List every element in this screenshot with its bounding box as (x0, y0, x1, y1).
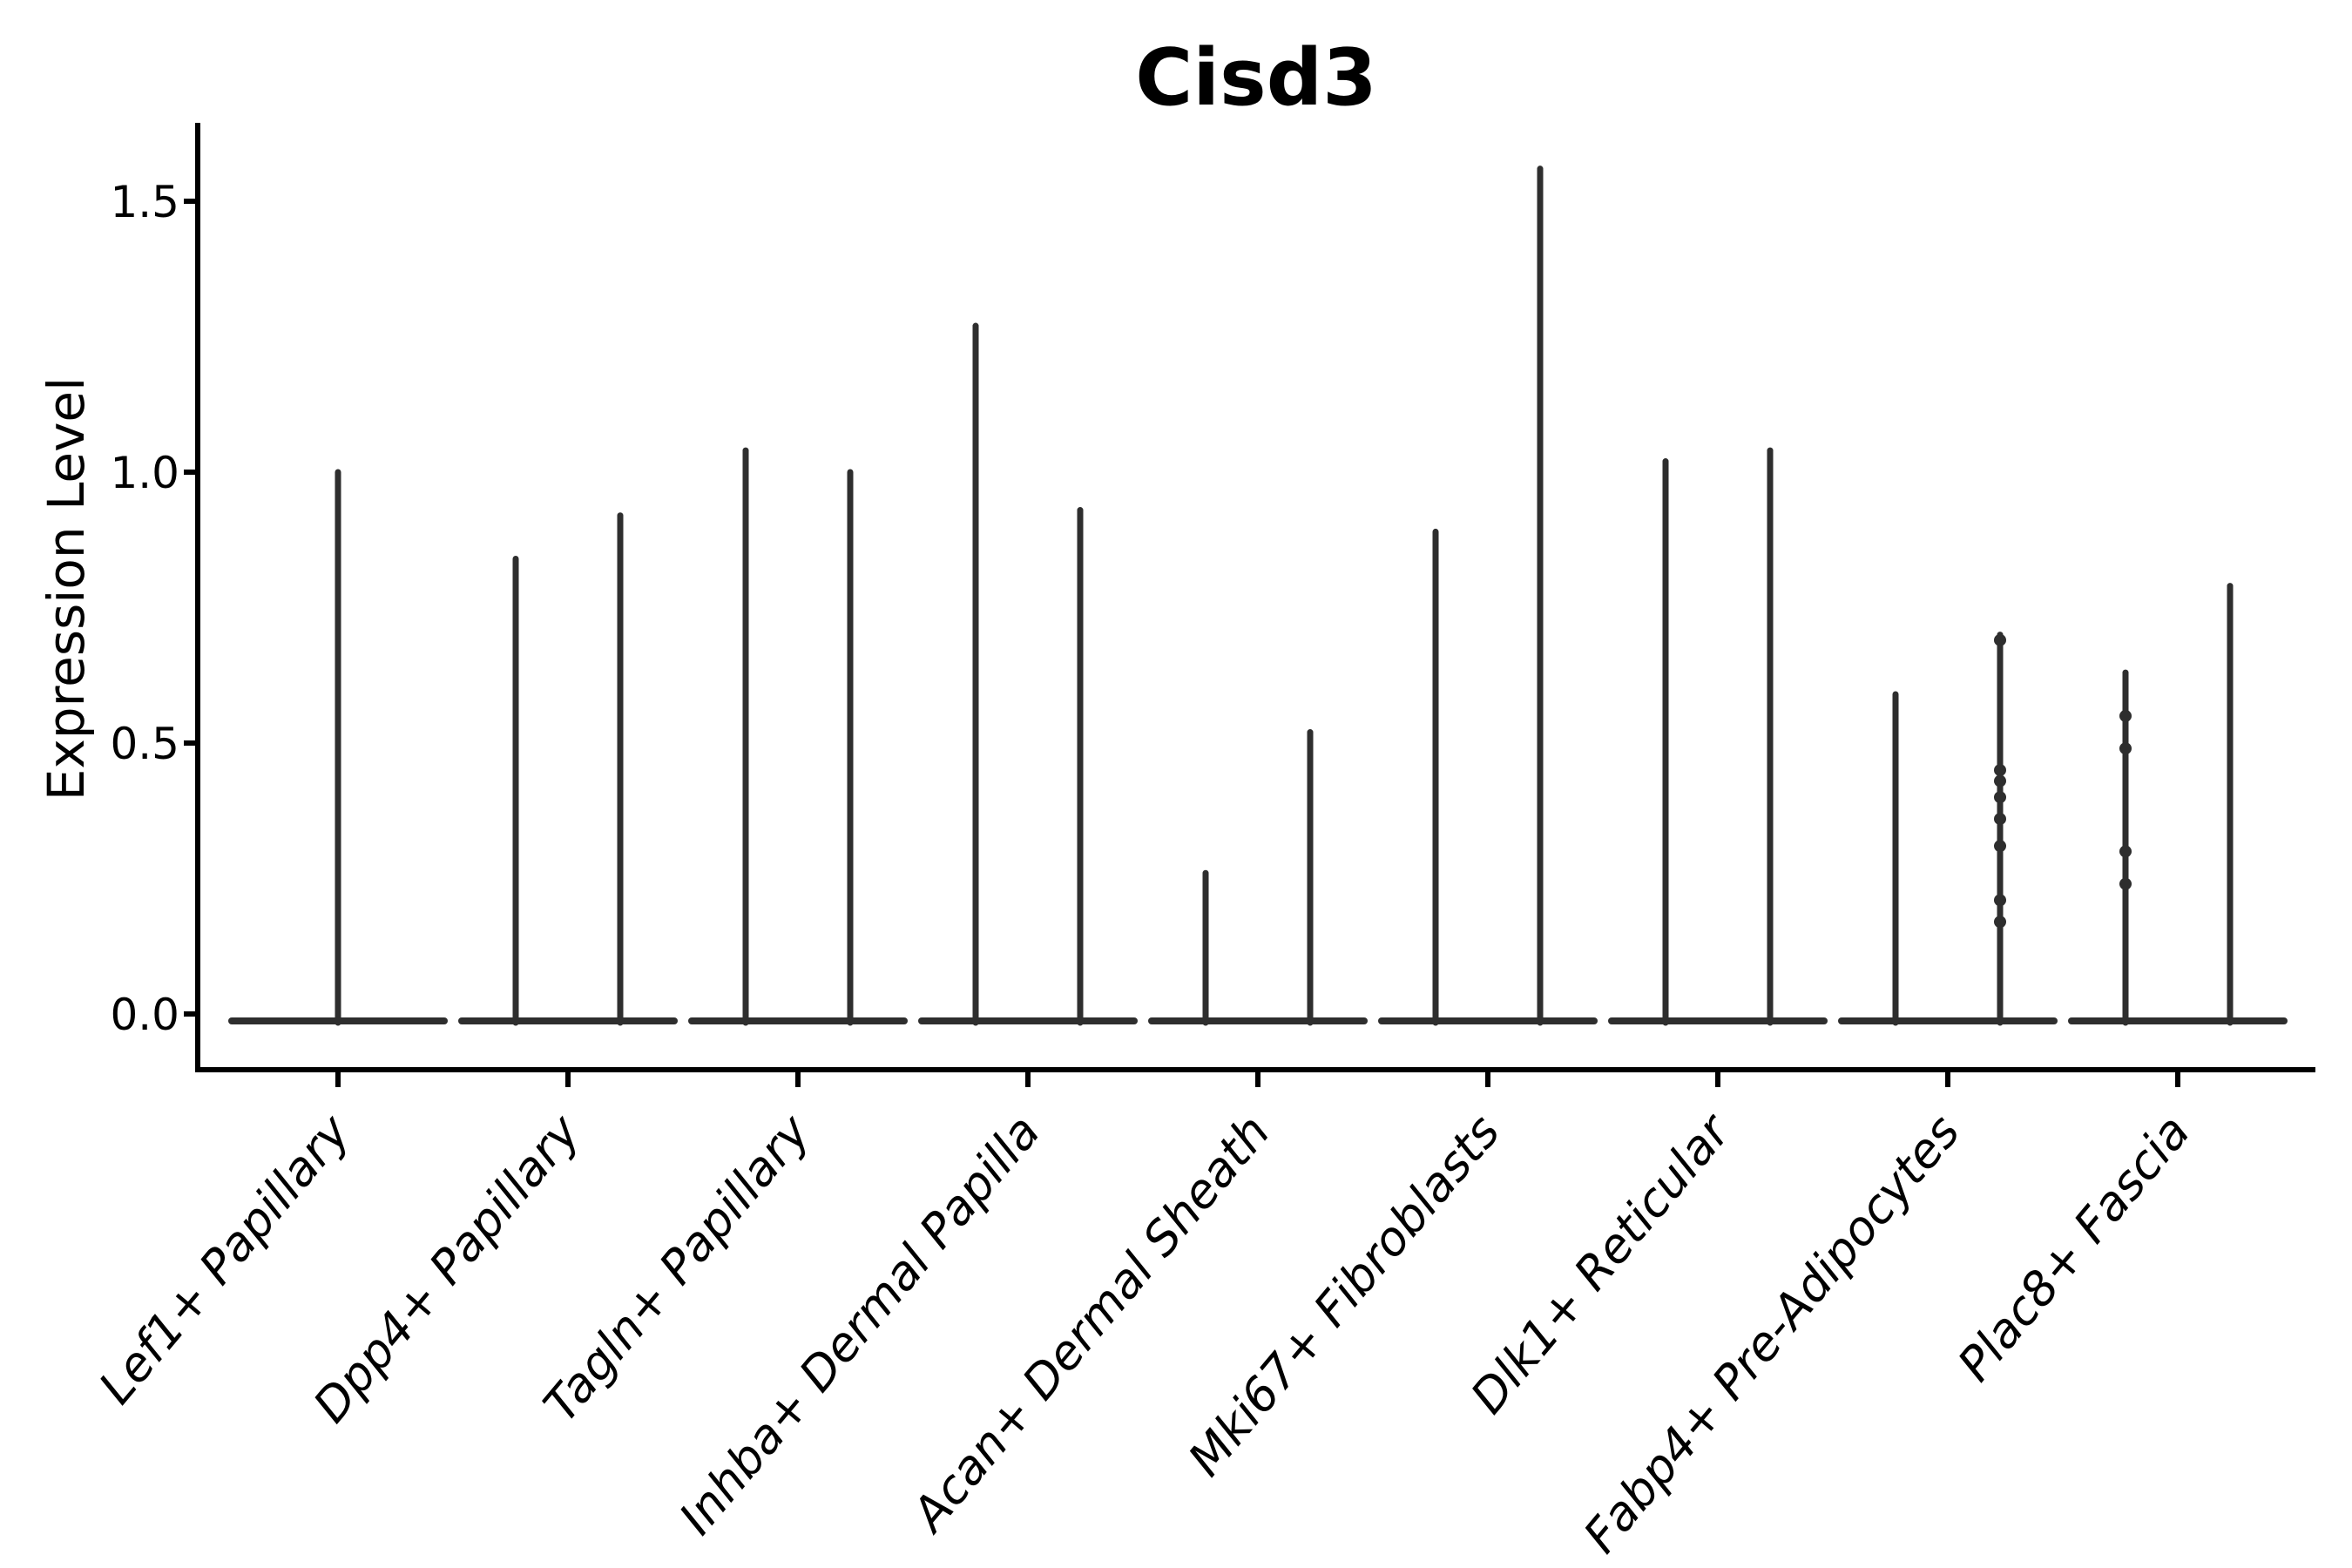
y-axis-ticks: 0.0 0.5 1.0 1.5 (110, 177, 198, 1040)
violin-group (1148, 729, 1368, 1026)
jitter-point (1994, 840, 2006, 853)
jitter-point (2119, 845, 2132, 858)
jitter-point (1994, 633, 2006, 646)
y-tick-label: 0.5 (110, 719, 179, 769)
x-tick-label: Fabp4+ Pre-Adipocytes (1573, 1105, 1970, 1564)
jitter-point (2119, 709, 2132, 722)
y-tick-label: 1.5 (110, 177, 179, 227)
x-tick-label: Plac8+ Fascia (1947, 1105, 2200, 1391)
violin-group (458, 512, 678, 1026)
violin-group (228, 469, 448, 1026)
violin-group (1608, 447, 1828, 1026)
violin-group (1378, 166, 1598, 1026)
jitter-point (1994, 774, 2006, 787)
violin-group (1838, 632, 2058, 1026)
jitter-point (1994, 916, 2006, 929)
jitter-point (1994, 764, 2006, 777)
chart-title: Cisd3 (1135, 32, 1377, 124)
violins-layer (228, 166, 2288, 1026)
y-tick-label: 0.0 (110, 990, 179, 1040)
x-tick-label: Lef1+ Papillary (88, 1104, 361, 1414)
violin-group (2068, 583, 2288, 1026)
y-tick-label: 1.0 (110, 448, 179, 498)
y-axis-label: Expression Level (37, 377, 96, 801)
jitter-point (2119, 742, 2132, 755)
jitter-point (2119, 877, 2132, 890)
jitter-point (1994, 894, 2006, 907)
jitter-point (1994, 791, 2006, 804)
jitter-point (1994, 813, 2006, 826)
violin-group (688, 447, 908, 1026)
violin-group (918, 322, 1138, 1026)
